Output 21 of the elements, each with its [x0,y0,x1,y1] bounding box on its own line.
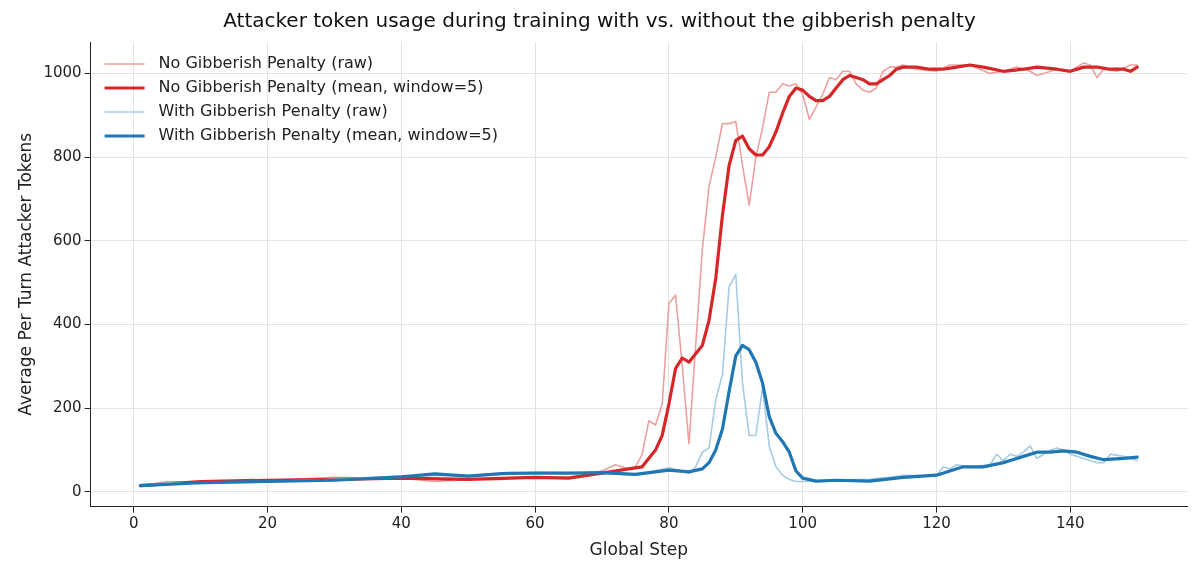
legend-label: With Gibberish Penalty (raw) [158,101,388,121]
y-tick-label: 1000 [43,63,82,82]
legend-label: No Gibberish Penalty (mean, window=5) [158,77,484,97]
y-tick-label: 600 [52,230,82,249]
x-tick-label: 100 [788,514,817,533]
x-tick-label: 80 [659,514,679,533]
x-tick-label: 120 [922,514,951,533]
x-tick-label: 40 [391,514,411,533]
y-axis-title: Average Per Turn Attacker Tokens [14,132,35,416]
legend-label: With Gibberish Penalty (mean, window=5) [158,125,499,145]
legend-label: No Gibberish Penalty (raw) [158,53,374,73]
x-tick-label: 140 [1055,514,1085,533]
x-axis-title: Global Step [589,539,688,560]
y-tick-label: 0 [72,481,82,500]
x-tick-label: 0 [128,514,139,533]
y-tick-label: 800 [52,146,82,165]
x-tick-label: 60 [525,514,545,533]
chart-title: Attacker token usage during training with vs. without the gibberish penalty [223,8,976,33]
x-tick-label: 20 [257,514,278,533]
y-tick-label: 200 [52,398,82,417]
y-tick-label: 400 [52,314,82,333]
